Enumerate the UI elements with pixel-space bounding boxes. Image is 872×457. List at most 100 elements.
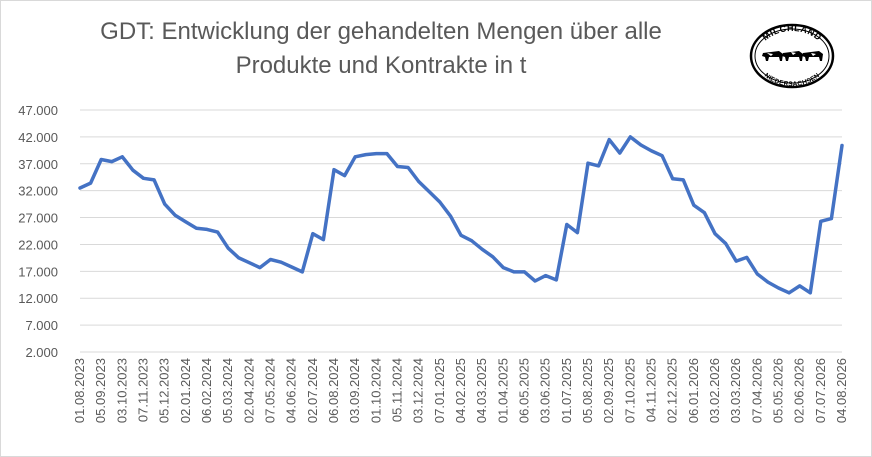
data-point [163, 202, 167, 206]
data-point [470, 239, 474, 243]
data-point [364, 153, 368, 157]
x-tick-label: 02.09.2025 [601, 358, 616, 423]
data-point [575, 231, 579, 235]
x-tick-label: 02.12.2025 [665, 358, 680, 423]
x-tick-label: 04.06.2024 [284, 358, 299, 423]
y-tick-label: 17.000 [18, 264, 58, 279]
data-point [448, 214, 452, 218]
data-point [798, 284, 802, 288]
data-point [491, 255, 495, 259]
data-point [501, 266, 505, 270]
data-point [142, 176, 145, 180]
x-tick-label: 02.01.2024 [178, 358, 193, 423]
x-tick-label: 03.09.2024 [347, 358, 362, 423]
data-point [78, 186, 82, 190]
x-tick-label: 05.03.2024 [220, 358, 235, 423]
y-tick-label: 2.000 [25, 345, 58, 360]
data-point [692, 203, 696, 207]
data-point [597, 164, 601, 168]
data-point [724, 241, 728, 245]
x-tick-label: 03.06.2025 [538, 358, 553, 423]
data-point [459, 233, 463, 237]
data-point [99, 157, 103, 161]
data-point [396, 164, 399, 168]
data-point [216, 230, 220, 234]
data-point [512, 270, 516, 274]
milchland-logo: MILCHLAND NIEDERSACHSEN [749, 23, 835, 89]
data-point [671, 177, 675, 181]
data-point [829, 217, 833, 221]
data-point [406, 166, 410, 170]
data-point [110, 160, 114, 164]
data-point [819, 219, 823, 223]
series-line [78, 135, 844, 295]
x-tick-label: 04.03.2025 [474, 358, 489, 423]
y-tick-label: 27.000 [18, 211, 58, 226]
x-tick-label: 04.02.2025 [453, 358, 468, 423]
x-tick-label: 01.08.2023 [72, 358, 87, 423]
x-tick-label: 07.11.2023 [136, 358, 151, 422]
data-point [438, 200, 442, 204]
x-tick-label: 07.01.2025 [432, 358, 447, 423]
x-tick-label: 06.08.2024 [326, 358, 341, 423]
data-point [755, 272, 759, 276]
data-point [808, 291, 812, 295]
x-tick-label: 01.10.2024 [368, 358, 383, 423]
data-point [205, 227, 209, 231]
data-point [173, 213, 177, 217]
y-tick-label: 32.000 [18, 184, 58, 199]
y-tick-label: 22.000 [18, 237, 58, 252]
chart-title-line-2: Produkte und Kontrakte in t [235, 52, 527, 79]
data-point [607, 138, 611, 142]
data-point [618, 151, 622, 155]
data-point [290, 265, 294, 269]
x-tick-label: 03.03.2026 [728, 358, 743, 423]
data-point [840, 143, 844, 147]
data-point [544, 274, 548, 278]
data-point [131, 168, 135, 172]
data-point [237, 256, 241, 260]
data-point [554, 278, 558, 282]
data-point [565, 223, 569, 227]
data-point [734, 259, 738, 263]
data-point [787, 291, 791, 295]
data-point [533, 279, 537, 283]
y-tick-label: 42.000 [18, 130, 58, 145]
data-point [269, 258, 272, 262]
data-point [628, 135, 632, 139]
x-tick-label: 05.09.2023 [93, 358, 108, 423]
data-point [681, 178, 685, 182]
data-point [247, 261, 251, 265]
data-point [279, 260, 283, 264]
data-point [311, 232, 315, 236]
data-point [427, 190, 431, 194]
data-point [184, 220, 188, 224]
x-tick-label: 01.07.2025 [559, 358, 574, 423]
x-tick-label: 05.12.2023 [157, 358, 172, 423]
data-point [332, 168, 336, 172]
y-tick-label: 47.000 [18, 103, 58, 118]
chart-title-line-1: GDT: Entwicklung der gehandelten Mengen … [100, 18, 662, 45]
data-point [639, 143, 643, 147]
data-point [745, 255, 749, 259]
x-tick-label: 05.05.2026 [771, 358, 786, 423]
data-point [353, 155, 357, 159]
x-tick-label: 06.02.2024 [199, 358, 214, 423]
x-tick-label: 05.08.2025 [580, 358, 595, 423]
x-tick-label: 03.10.2023 [114, 358, 129, 423]
x-tick-label: 06.01.2026 [686, 358, 701, 423]
data-point [194, 226, 198, 230]
x-tick-label: 05.11.2024 [390, 358, 405, 422]
data-point [777, 286, 780, 290]
x-tick-label: 02.04.2024 [241, 358, 256, 423]
x-tick-label: 03.12.2024 [411, 358, 426, 423]
data-point [766, 280, 770, 284]
x-tick-label: 03.02.2026 [707, 358, 722, 423]
data-point [258, 266, 262, 270]
x-tick-label: 07.07.2026 [813, 358, 828, 423]
data-point [343, 174, 347, 178]
x-tick-label: 04.11.2025 [644, 358, 659, 422]
data-point [89, 181, 93, 185]
